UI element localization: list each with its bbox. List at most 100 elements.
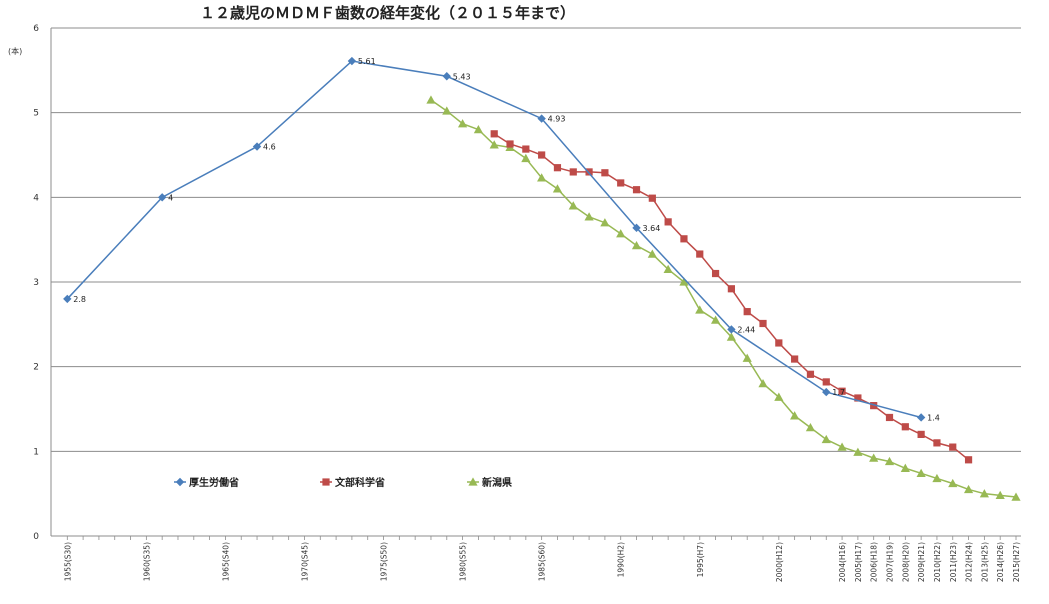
data-point-square bbox=[569, 168, 577, 176]
data-point-triangle bbox=[884, 456, 895, 466]
data-point-square bbox=[743, 308, 751, 316]
data-point-square bbox=[885, 413, 894, 422]
data-label: 1.4 bbox=[927, 413, 940, 422]
data-point-diamond bbox=[252, 142, 262, 151]
y-tick-label: 3 bbox=[33, 278, 39, 288]
data-point-triangle bbox=[869, 453, 879, 462]
data-label: 2.8 bbox=[73, 295, 86, 304]
x-tick-label: 2010(H22) bbox=[933, 542, 942, 582]
data-point-triangle bbox=[647, 249, 657, 258]
x-tick-label: 2013(H25) bbox=[980, 542, 989, 582]
data-point-diamond bbox=[822, 387, 831, 397]
data-point-square bbox=[854, 394, 862, 402]
data-point-square bbox=[522, 145, 530, 153]
y-axis-unit: (本) bbox=[8, 46, 22, 56]
data-point-square bbox=[322, 478, 330, 486]
data-point-square bbox=[711, 269, 720, 278]
data-label: 5.61 bbox=[358, 57, 376, 66]
data-point-triangle bbox=[837, 442, 847, 451]
x-tick-label: 2011(H23) bbox=[949, 542, 958, 582]
x-tick-label: 2009(H21) bbox=[917, 542, 926, 582]
data-point-triangle bbox=[521, 153, 531, 163]
x-tick-label: 1980(S55) bbox=[459, 542, 468, 581]
x-tick-label: 2007(H19) bbox=[886, 542, 895, 582]
legend-item-3: 新潟県 bbox=[467, 476, 512, 489]
data-point-triangle bbox=[805, 423, 816, 432]
data-point-diamond bbox=[632, 223, 641, 233]
data-point-triangle bbox=[900, 463, 910, 472]
x-tick-label: 1970(S45) bbox=[300, 542, 309, 581]
data-point-triangle bbox=[979, 489, 989, 498]
data-point-triangle bbox=[426, 95, 436, 104]
data-point-triangle bbox=[790, 411, 800, 420]
data-point-triangle bbox=[695, 305, 705, 314]
data-label: 4.6 bbox=[263, 143, 276, 152]
data-point-square bbox=[538, 151, 546, 159]
data-point-square bbox=[601, 169, 609, 177]
data-point-square bbox=[553, 164, 562, 172]
data-point-triangle bbox=[552, 184, 563, 193]
data-point-square bbox=[664, 218, 672, 226]
legend-label: 新潟県 bbox=[482, 476, 512, 489]
data-point-triangle bbox=[916, 468, 926, 478]
data-point-square bbox=[791, 355, 799, 363]
legend-label: 厚生労働省 bbox=[189, 476, 239, 489]
axes: 0 1 2 3 4 5 6 1955(S30) 1960(S35) 1965(S40) 1970(S… bbox=[33, 24, 1021, 582]
data-point-square bbox=[822, 378, 830, 386]
data-point-square bbox=[775, 339, 783, 347]
data-point-triangle bbox=[663, 264, 673, 273]
data-point-square bbox=[964, 456, 973, 464]
data-point-triangle bbox=[995, 490, 1005, 500]
x-tick-label: 1965(S40) bbox=[221, 542, 230, 581]
y-tick-label: 1 bbox=[33, 447, 39, 457]
data-label: 2.44 bbox=[737, 325, 755, 334]
data-point-triangle bbox=[774, 392, 784, 401]
x-tick-label: 2014(H26) bbox=[996, 542, 1005, 582]
data-point-triangle bbox=[821, 434, 831, 444]
y-tick-label: 2 bbox=[33, 363, 39, 373]
series-3 bbox=[426, 95, 1021, 501]
data-point-diamond bbox=[175, 477, 185, 487]
data-point-square bbox=[949, 443, 957, 451]
x-tick-label: 1975(S50) bbox=[380, 542, 389, 581]
legend-item-2: 文部科学省 bbox=[320, 476, 385, 489]
data-point-triangle bbox=[948, 478, 958, 488]
data-label: 5.43 bbox=[453, 72, 471, 81]
data-point-triangle bbox=[489, 140, 499, 149]
data-point-square bbox=[933, 439, 941, 447]
legend-label: 文部科学省 bbox=[335, 476, 385, 489]
y-tick-label: 6 bbox=[33, 24, 39, 34]
data-point-diamond bbox=[442, 72, 451, 81]
x-tick-label: 2004(H16) bbox=[838, 542, 847, 582]
data-label: 4 bbox=[168, 193, 173, 202]
data-point-triangle bbox=[963, 484, 974, 494]
data-point-triangle bbox=[473, 125, 484, 134]
data-point-diamond bbox=[727, 325, 736, 334]
data-point-triangle bbox=[584, 212, 594, 221]
data-label: 1.7 bbox=[832, 388, 845, 397]
data-point-diamond bbox=[916, 413, 926, 422]
data-point-square bbox=[838, 387, 846, 395]
x-tick-label: 2012(H24) bbox=[965, 542, 974, 582]
data-point-triangle bbox=[568, 201, 578, 210]
data-point-triangle bbox=[932, 473, 942, 483]
y-tick-label: 0 bbox=[33, 532, 39, 542]
data-label: 4.93 bbox=[548, 115, 566, 124]
data-point-square bbox=[727, 285, 735, 293]
data-label: 3.64 bbox=[643, 224, 661, 233]
x-tick-label: 1990(H2) bbox=[617, 542, 626, 577]
y-tick-label: 4 bbox=[33, 193, 39, 203]
chart-title: １２歳児のＭＤＭＦ歯数の経年変化（２０１５年まで） bbox=[200, 4, 575, 22]
x-tick-label: 2000(H12) bbox=[775, 542, 784, 582]
data-point-triangle bbox=[726, 332, 736, 341]
series-group bbox=[63, 56, 1021, 501]
data-point-square bbox=[506, 140, 514, 148]
series-1 bbox=[63, 56, 926, 422]
gridlines bbox=[51, 27, 1021, 452]
x-tick-label: 2008(H20) bbox=[901, 542, 910, 582]
data-point-diamond bbox=[537, 114, 546, 123]
data-point-square bbox=[617, 179, 625, 187]
data-point-square bbox=[585, 168, 593, 176]
